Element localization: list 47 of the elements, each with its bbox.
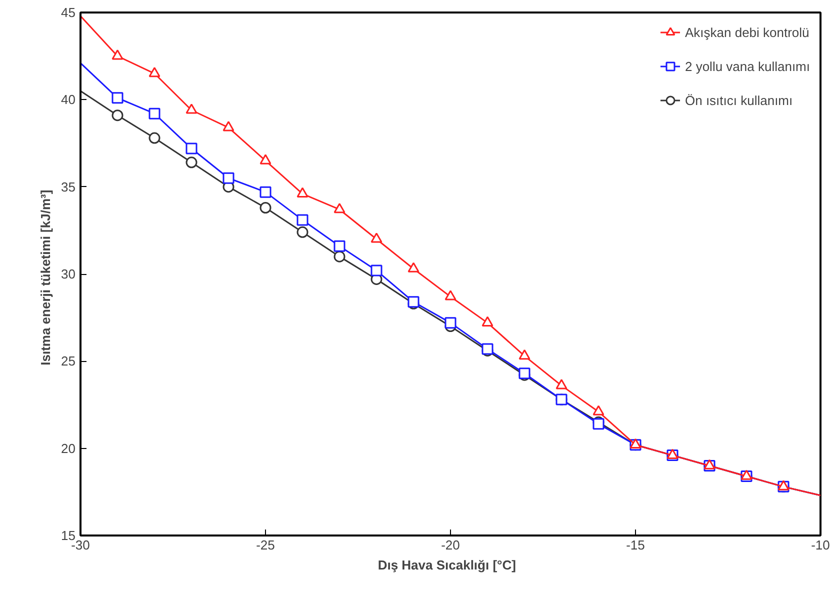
- point: [260, 154, 272, 164]
- y-tick-label: 20: [61, 440, 76, 456]
- x-tick-label: -10: [811, 538, 830, 552]
- point: [186, 142, 198, 154]
- x-axis-title: Dış Hava Sıcaklığı [°C]: [378, 558, 516, 572]
- point: [186, 104, 198, 114]
- point: [334, 202, 346, 214]
- point: [186, 156, 198, 168]
- legend-label: Ön ısıtıcı kullanımı: [684, 92, 793, 108]
- y-tick-label: 35: [61, 179, 76, 194]
- point: [222, 172, 234, 184]
- point: [260, 202, 272, 214]
- point: [334, 250, 346, 262]
- point: [370, 264, 382, 276]
- y-tick-label: 25: [61, 354, 76, 369]
- point: [556, 379, 568, 390]
- point: [408, 262, 420, 272]
- point: [112, 50, 124, 60]
- point: [444, 290, 456, 300]
- point: [148, 132, 160, 144]
- point: [260, 186, 272, 198]
- point: [630, 438, 642, 448]
- point: [112, 92, 124, 104]
- legend-label: Akışkan debi kontrolü: [684, 24, 810, 40]
- y-tick-label: 15: [61, 528, 76, 543]
- point: [666, 448, 678, 459]
- y-tick-label: 45: [61, 5, 76, 20]
- point: [296, 214, 308, 226]
- point: [148, 108, 160, 120]
- point: [148, 66, 160, 78]
- point: [592, 405, 604, 416]
- x-tick-label: -25: [256, 538, 275, 552]
- point: [334, 240, 346, 252]
- x-tick-label: -15: [626, 538, 645, 552]
- x-tick-label: -20: [441, 538, 460, 552]
- point: [296, 187, 308, 198]
- point: [112, 110, 124, 122]
- y-tick-label: 30: [61, 266, 76, 282]
- point: [296, 226, 308, 238]
- point: [370, 232, 382, 243]
- legend-label: 2 yollu vana kullanımı: [684, 58, 810, 74]
- point: [518, 349, 530, 360]
- point: [444, 317, 456, 329]
- y-axis-title: Isıtma enerji tüketimi [kJ/m³]: [38, 190, 54, 366]
- y-tick-label: 40: [61, 92, 76, 108]
- point: [482, 316, 494, 326]
- point: [222, 121, 234, 132]
